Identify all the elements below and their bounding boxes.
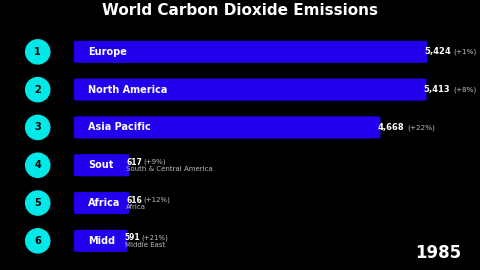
Text: Sout: Sout bbox=[88, 160, 113, 170]
Text: (+9%): (+9%) bbox=[143, 159, 166, 166]
Text: (+21%): (+21%) bbox=[142, 235, 168, 241]
Ellipse shape bbox=[25, 191, 50, 215]
Ellipse shape bbox=[25, 115, 50, 140]
Text: 1985: 1985 bbox=[415, 244, 461, 262]
Text: 6: 6 bbox=[35, 236, 41, 246]
FancyBboxPatch shape bbox=[74, 79, 427, 101]
Text: Middle East: Middle East bbox=[125, 242, 165, 248]
Text: 4: 4 bbox=[35, 160, 41, 170]
Text: Midd: Midd bbox=[88, 236, 115, 246]
Text: North America: North America bbox=[88, 85, 168, 95]
FancyBboxPatch shape bbox=[74, 230, 128, 252]
Text: 591: 591 bbox=[125, 233, 140, 242]
Text: 616: 616 bbox=[126, 195, 142, 204]
FancyBboxPatch shape bbox=[74, 116, 380, 139]
Text: Europe: Europe bbox=[88, 47, 127, 57]
Text: South & Central America: South & Central America bbox=[126, 166, 213, 172]
FancyBboxPatch shape bbox=[74, 41, 427, 63]
Text: (+12%): (+12%) bbox=[143, 197, 170, 203]
Text: (+1%): (+1%) bbox=[454, 49, 477, 55]
Text: World Carbon Dioxide Emissions: World Carbon Dioxide Emissions bbox=[102, 3, 378, 18]
Text: 3: 3 bbox=[35, 122, 41, 133]
Text: 5: 5 bbox=[35, 198, 41, 208]
Text: (+8%): (+8%) bbox=[453, 86, 476, 93]
Text: 617: 617 bbox=[126, 158, 142, 167]
Ellipse shape bbox=[25, 40, 50, 64]
FancyBboxPatch shape bbox=[74, 192, 129, 214]
Ellipse shape bbox=[25, 229, 50, 253]
Text: 1: 1 bbox=[35, 47, 41, 57]
FancyBboxPatch shape bbox=[74, 154, 129, 176]
Text: 2: 2 bbox=[35, 85, 41, 95]
Text: Asia Pacific: Asia Pacific bbox=[88, 122, 151, 133]
Text: (+22%): (+22%) bbox=[407, 124, 435, 131]
Text: 5,413: 5,413 bbox=[424, 85, 450, 94]
Text: Africa: Africa bbox=[88, 198, 120, 208]
Ellipse shape bbox=[25, 153, 50, 177]
Text: 4,668: 4,668 bbox=[377, 123, 404, 132]
Ellipse shape bbox=[25, 77, 50, 102]
Text: Africa: Africa bbox=[126, 204, 146, 210]
Text: 5,424: 5,424 bbox=[424, 47, 451, 56]
